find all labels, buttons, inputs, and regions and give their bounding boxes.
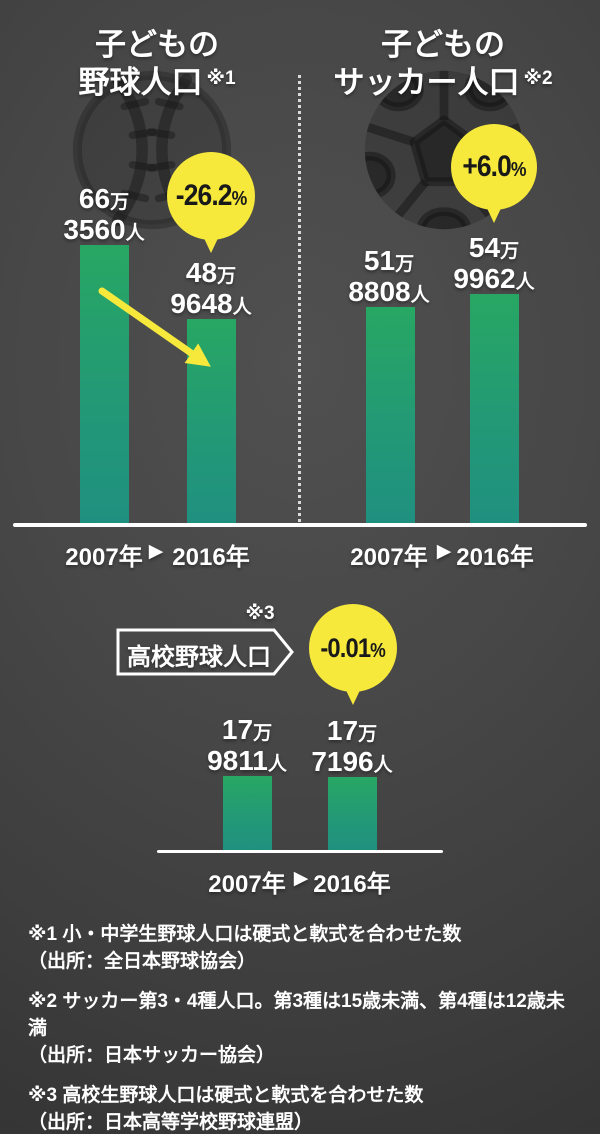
footnote-item-1: ※1 小・中学生野球人口は硬式と軟式を合わせた数 （出所：全日本野球協会） bbox=[28, 921, 580, 975]
bar-hs-baseball-2016 bbox=[328, 777, 377, 852]
footnote-text: ※1 小・中学生野球人口は硬式と軟式を合わせた数 bbox=[28, 924, 462, 945]
footnote-item-2: ※2 サッカー第3・4種人口。第3種は15歳未満、第4種は12歳未満 （出所：日… bbox=[28, 988, 580, 1069]
title-line: サッカー人口 ※2 bbox=[333, 65, 553, 100]
year-label: 2007年 bbox=[65, 544, 143, 571]
bar-soccer-2007 bbox=[366, 307, 415, 526]
value-label-hs-2016: 17万 7196人 bbox=[311, 715, 393, 777]
value-label-baseball-2016: 48万 9648人 bbox=[170, 257, 252, 319]
note-ref-2: ※2 bbox=[523, 68, 553, 89]
title-kids-baseball: 子どもの 野球人口 ※1 bbox=[22, 26, 292, 107]
year-label: 2007年 bbox=[208, 871, 286, 898]
banner-label: 高校野球人口 bbox=[127, 644, 271, 671]
footnote-text: ※2 サッカー第3・4種人口。第3種は15歳未満、第4種は12歳未満 bbox=[28, 991, 565, 1039]
title-kids-soccer: 子どもの サッカー人口 ※2 bbox=[308, 26, 578, 107]
footnote-source: （出所：全日本野球協会） bbox=[28, 951, 257, 972]
value-label-hs-2007: 17万 9811人 bbox=[207, 714, 287, 776]
year-arrow-icon: ▶ bbox=[436, 541, 452, 562]
footnote-source: （出所：日本サッカー協会） bbox=[28, 1045, 276, 1066]
title-line: 子どもの bbox=[95, 27, 219, 62]
change-badge-hs-baseball: -0.01% bbox=[309, 604, 397, 692]
axis-line-top bbox=[13, 523, 587, 527]
change-badge-baseball: -26.2% bbox=[167, 152, 255, 240]
year-arrow-icon: ▶ bbox=[148, 541, 164, 562]
value-label-soccer-2016: 54万 9962人 bbox=[453, 232, 535, 294]
value-label-baseball-2007: 66万 3560人 bbox=[63, 183, 145, 245]
change-badge-soccer: +6.0% bbox=[451, 124, 537, 210]
year-arrow-icon: ▶ bbox=[293, 868, 309, 889]
note-ref-3: ※3 bbox=[245, 603, 275, 624]
bar-soccer-2016 bbox=[470, 294, 519, 526]
year-label: 2016年 bbox=[313, 871, 391, 898]
footnotes: ※1 小・中学生野球人口は硬式と軟式を合わせた数 （出所：全日本野球協会） ※2… bbox=[28, 921, 580, 1134]
year-label: 2007年 bbox=[350, 544, 428, 571]
note-ref-1: ※1 bbox=[206, 68, 236, 89]
decline-arrow-icon bbox=[98, 287, 211, 367]
year-label: 2016年 bbox=[172, 544, 250, 571]
banner-box bbox=[116, 628, 294, 676]
footnote-text: ※3 高校生野球人口は硬式と軟式を合わせた数 bbox=[28, 1085, 424, 1106]
value-label-soccer-2007: 51万 8808人 bbox=[348, 245, 430, 307]
bar-hs-baseball-2007 bbox=[223, 776, 272, 852]
footnote-item-3: ※3 高校生野球人口は硬式と軟式を合わせた数 （出所：日本高等学校野球連盟） bbox=[28, 1082, 580, 1134]
axis-line-middle bbox=[157, 850, 443, 853]
title-line: 子どもの bbox=[381, 27, 505, 62]
title-line: 野球人口 ※1 bbox=[78, 65, 236, 100]
year-label: 2016年 bbox=[456, 544, 534, 571]
footnote-source: （出所：日本高等学校野球連盟） bbox=[28, 1112, 314, 1133]
dotted-divider bbox=[298, 75, 301, 522]
